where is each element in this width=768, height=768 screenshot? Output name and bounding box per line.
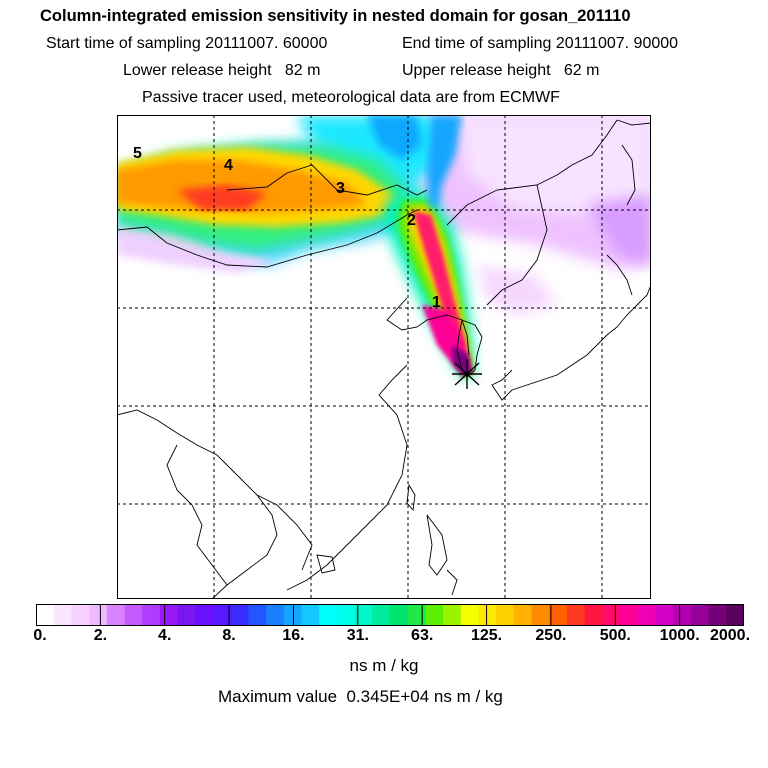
colorbar-cell bbox=[407, 604, 426, 626]
colorbar-cell bbox=[513, 604, 533, 626]
trajectory-label-3: 3 bbox=[336, 180, 345, 197]
colorbar-cell bbox=[159, 604, 179, 626]
colorbar-cell bbox=[53, 604, 72, 626]
colorbar-cell bbox=[620, 604, 639, 626]
start-time-label: Start time of sampling 20111007. 60000 bbox=[46, 35, 328, 52]
colorbar-tick-label: 2000. bbox=[709, 627, 751, 644]
colorbar-cell bbox=[336, 604, 356, 626]
trajectory-label-5: 5 bbox=[133, 145, 142, 162]
colorbar-cell bbox=[478, 604, 497, 626]
plot-title: Column-integrated emission sensitivity i… bbox=[40, 7, 631, 25]
sensitivity-field bbox=[117, 115, 651, 377]
colorbar-cell bbox=[195, 604, 214, 626]
colorbar-cell bbox=[567, 604, 586, 626]
trajectory-label-1: 1 bbox=[432, 294, 441, 311]
colorbar-cell bbox=[319, 604, 338, 626]
colorbar-cell bbox=[708, 604, 727, 626]
colorbar-cell bbox=[213, 604, 232, 626]
colorbar-tick-label: 2. bbox=[93, 627, 108, 644]
lower-release-label: Lower release height 82 m bbox=[123, 62, 321, 79]
colorbar-tick-label: 125. bbox=[470, 627, 503, 644]
colorbar-cell bbox=[230, 604, 249, 626]
colorbar-cell bbox=[443, 604, 462, 626]
tracer-note: Passive tracer used, meteorological data… bbox=[142, 89, 560, 106]
colorbar-tick-label: 500. bbox=[599, 627, 631, 644]
colorbar-cell bbox=[637, 604, 657, 626]
colorbar-cell bbox=[142, 604, 161, 626]
trajectory-label-4: 4 bbox=[224, 157, 233, 174]
colorbar-tick-label: 31. bbox=[346, 627, 369, 644]
colorbar-units: ns m / kg bbox=[349, 656, 419, 675]
colorbar-tick-label: 1000. bbox=[659, 627, 700, 644]
colorbar-cell bbox=[71, 604, 90, 626]
colorbar-cell bbox=[301, 604, 320, 626]
colorbar-cell bbox=[266, 604, 285, 626]
colorbar-cell bbox=[690, 604, 710, 626]
map-graticule bbox=[117, 115, 651, 599]
colorbar-cell bbox=[36, 604, 55, 626]
colorbar-tick-label: 0. bbox=[33, 627, 47, 644]
trajectory-label-2: 2 bbox=[407, 212, 416, 229]
colorbar-cell bbox=[248, 604, 267, 626]
colorbar-cell bbox=[372, 604, 391, 626]
upper-release-label: Upper release height 62 m bbox=[402, 62, 600, 79]
colorbar-cell bbox=[89, 604, 108, 626]
colorbar-cell bbox=[106, 604, 126, 626]
colorbar-cell bbox=[283, 604, 303, 626]
colorbar-cell bbox=[354, 604, 373, 626]
colorbar-tick-label: 16. bbox=[282, 627, 305, 644]
colorbar-cell bbox=[726, 604, 744, 626]
colorbar-cell bbox=[602, 604, 621, 626]
colorbar-cell bbox=[496, 604, 515, 626]
colorbar-cell bbox=[425, 604, 444, 626]
colorbar-cell bbox=[584, 604, 603, 626]
map-frame bbox=[117, 115, 651, 599]
colorbar-cell bbox=[390, 604, 409, 626]
coastlines bbox=[117, 119, 651, 599]
colorbar-cell bbox=[177, 604, 196, 626]
end-time-label: End time of sampling 20111007. 90000 bbox=[402, 35, 679, 52]
colorbar-tick-label: 63. bbox=[411, 627, 434, 644]
receptor-marker bbox=[452, 359, 482, 389]
colorbar bbox=[36, 604, 744, 626]
colorbar-cell bbox=[124, 604, 143, 626]
colorbar-cell bbox=[460, 604, 480, 626]
colorbar-cell bbox=[531, 604, 550, 626]
colorbar-cell bbox=[673, 604, 692, 626]
colorbar-tick-label: 8. bbox=[222, 627, 236, 644]
max-value-label: Maximum value 0.345E+04 ns m / kg bbox=[218, 687, 503, 706]
colorbar-tick-label: 250. bbox=[535, 627, 567, 644]
colorbar-tick-label: 4. bbox=[158, 627, 172, 644]
sensitivity-map: 1 2 3 4 5 bbox=[117, 115, 651, 599]
colorbar-cell bbox=[655, 604, 674, 626]
colorbar-cell bbox=[549, 604, 568, 626]
